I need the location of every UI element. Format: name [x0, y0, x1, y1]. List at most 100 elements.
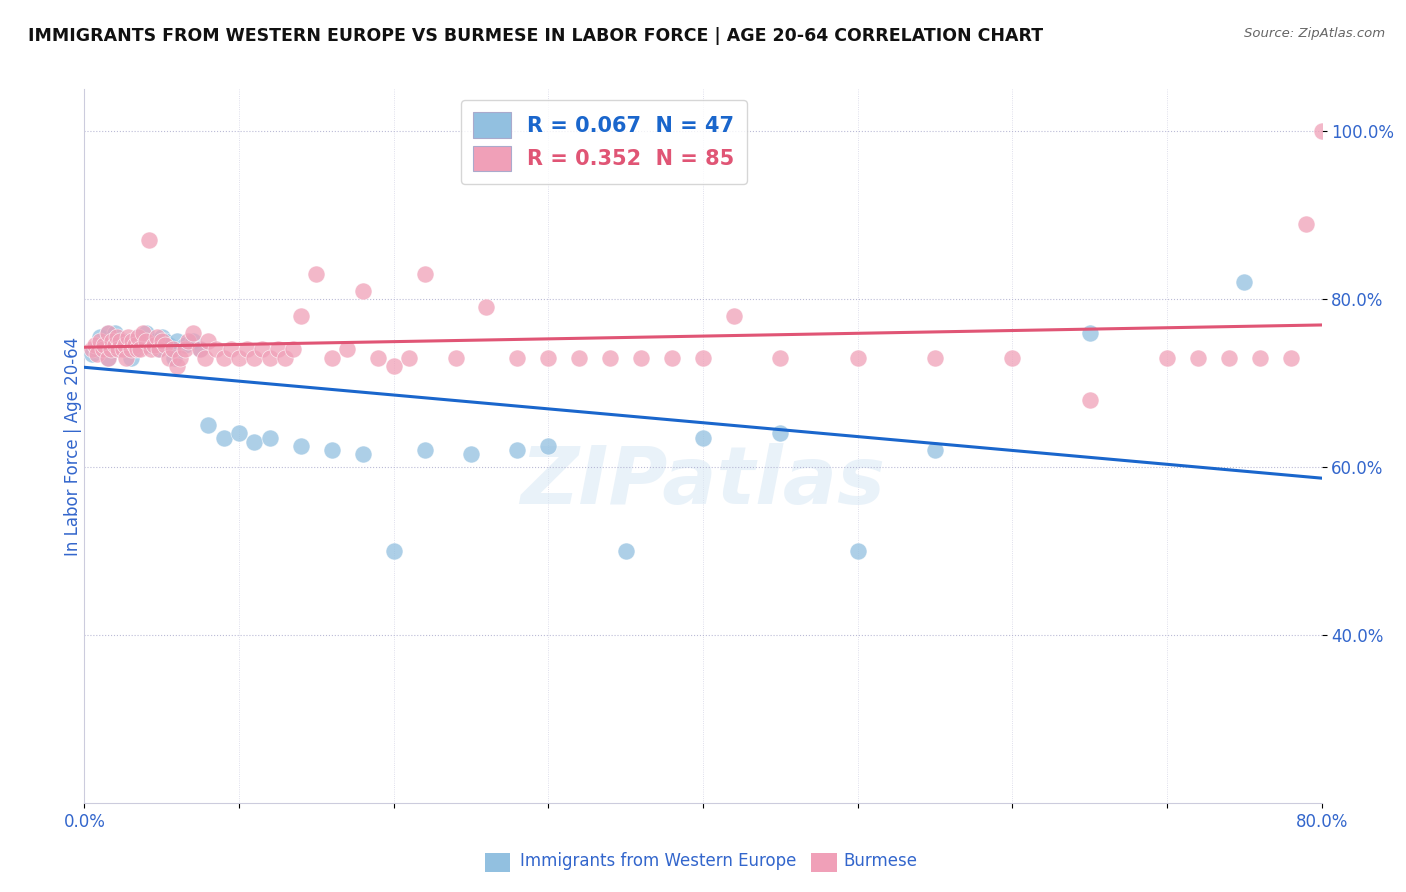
Point	[1078, 326, 1101, 340]
Point	[121, 334, 143, 348]
Point	[398, 351, 420, 365]
Point	[96, 326, 118, 340]
Point	[305, 267, 328, 281]
Point	[120, 343, 142, 357]
Point	[112, 343, 135, 357]
Point	[568, 351, 591, 365]
Point	[1001, 351, 1024, 365]
Point	[537, 351, 560, 365]
Point	[143, 334, 166, 348]
Point	[163, 351, 186, 365]
Point	[259, 431, 281, 445]
Point	[96, 326, 118, 340]
Point	[205, 343, 228, 357]
Point	[181, 326, 204, 340]
Point	[91, 343, 114, 357]
Text: ZIPatlas: ZIPatlas	[520, 442, 886, 521]
Point	[89, 330, 111, 344]
Point	[367, 351, 389, 365]
Point	[243, 351, 266, 365]
Point	[125, 343, 148, 357]
Point	[382, 359, 405, 374]
Point	[692, 351, 714, 365]
Point	[235, 343, 259, 357]
Point	[127, 330, 149, 344]
Point	[599, 351, 621, 365]
Point	[382, 544, 405, 558]
Point	[138, 233, 160, 247]
Point	[120, 351, 142, 365]
Point	[148, 343, 170, 357]
Y-axis label: In Labor Force | Age 20-64: In Labor Force | Age 20-64	[65, 336, 82, 556]
Point	[93, 338, 115, 352]
Point	[723, 309, 745, 323]
Point	[290, 439, 312, 453]
Point	[84, 338, 107, 352]
Point	[174, 338, 197, 352]
Point	[259, 351, 281, 365]
Legend: R = 0.067  N = 47, R = 0.352  N = 85: R = 0.067 N = 47, R = 0.352 N = 85	[461, 100, 747, 184]
Point	[267, 343, 290, 357]
Point	[352, 447, 374, 461]
Point	[101, 334, 124, 348]
Point	[132, 334, 155, 348]
Point	[630, 351, 652, 365]
Point	[117, 338, 139, 352]
Point	[614, 544, 637, 558]
Point	[115, 351, 138, 365]
Point	[112, 334, 135, 348]
Point	[250, 343, 273, 357]
Point	[177, 334, 200, 348]
Point	[91, 338, 114, 352]
Point	[243, 434, 266, 449]
Point	[162, 343, 184, 357]
Point	[148, 343, 170, 357]
Text: Burmese: Burmese	[844, 852, 918, 870]
Point	[194, 351, 217, 365]
Point	[86, 346, 108, 360]
Point	[212, 351, 235, 365]
Point	[104, 338, 127, 352]
Point	[188, 343, 211, 357]
Point	[475, 301, 498, 315]
Point	[1295, 217, 1317, 231]
Text: IMMIGRANTS FROM WESTERN EUROPE VS BURMESE IN LABOR FORCE | AGE 20-64 CORRELATION: IMMIGRANTS FROM WESTERN EUROPE VS BURMES…	[28, 27, 1043, 45]
Point	[82, 346, 104, 360]
Point	[174, 343, 197, 357]
Point	[228, 426, 250, 441]
Text: Source: ZipAtlas.com: Source: ZipAtlas.com	[1244, 27, 1385, 40]
Point	[1249, 351, 1271, 365]
Point	[460, 447, 482, 461]
Point	[197, 417, 219, 432]
Point	[413, 267, 436, 281]
Point	[321, 351, 343, 365]
Point	[146, 330, 169, 344]
Point	[122, 343, 145, 357]
Point	[212, 431, 235, 445]
Point	[96, 351, 118, 365]
Point	[281, 343, 305, 357]
Point	[82, 343, 104, 357]
Point	[506, 351, 529, 365]
Point	[107, 343, 129, 357]
Point	[135, 326, 157, 340]
Point	[89, 334, 111, 348]
Point	[181, 334, 204, 348]
Point	[413, 443, 436, 458]
Point	[336, 343, 359, 357]
Point	[661, 351, 683, 365]
Point	[537, 439, 560, 453]
Point	[127, 330, 149, 344]
Point	[150, 334, 173, 348]
Point	[1310, 124, 1333, 138]
Point	[105, 330, 128, 344]
Point	[228, 351, 250, 365]
Point	[100, 343, 122, 357]
Point	[219, 343, 242, 357]
Point	[159, 338, 180, 352]
Point	[924, 443, 946, 458]
Point	[143, 338, 166, 352]
Point	[153, 334, 176, 348]
Point	[846, 351, 869, 365]
Point	[924, 351, 946, 365]
